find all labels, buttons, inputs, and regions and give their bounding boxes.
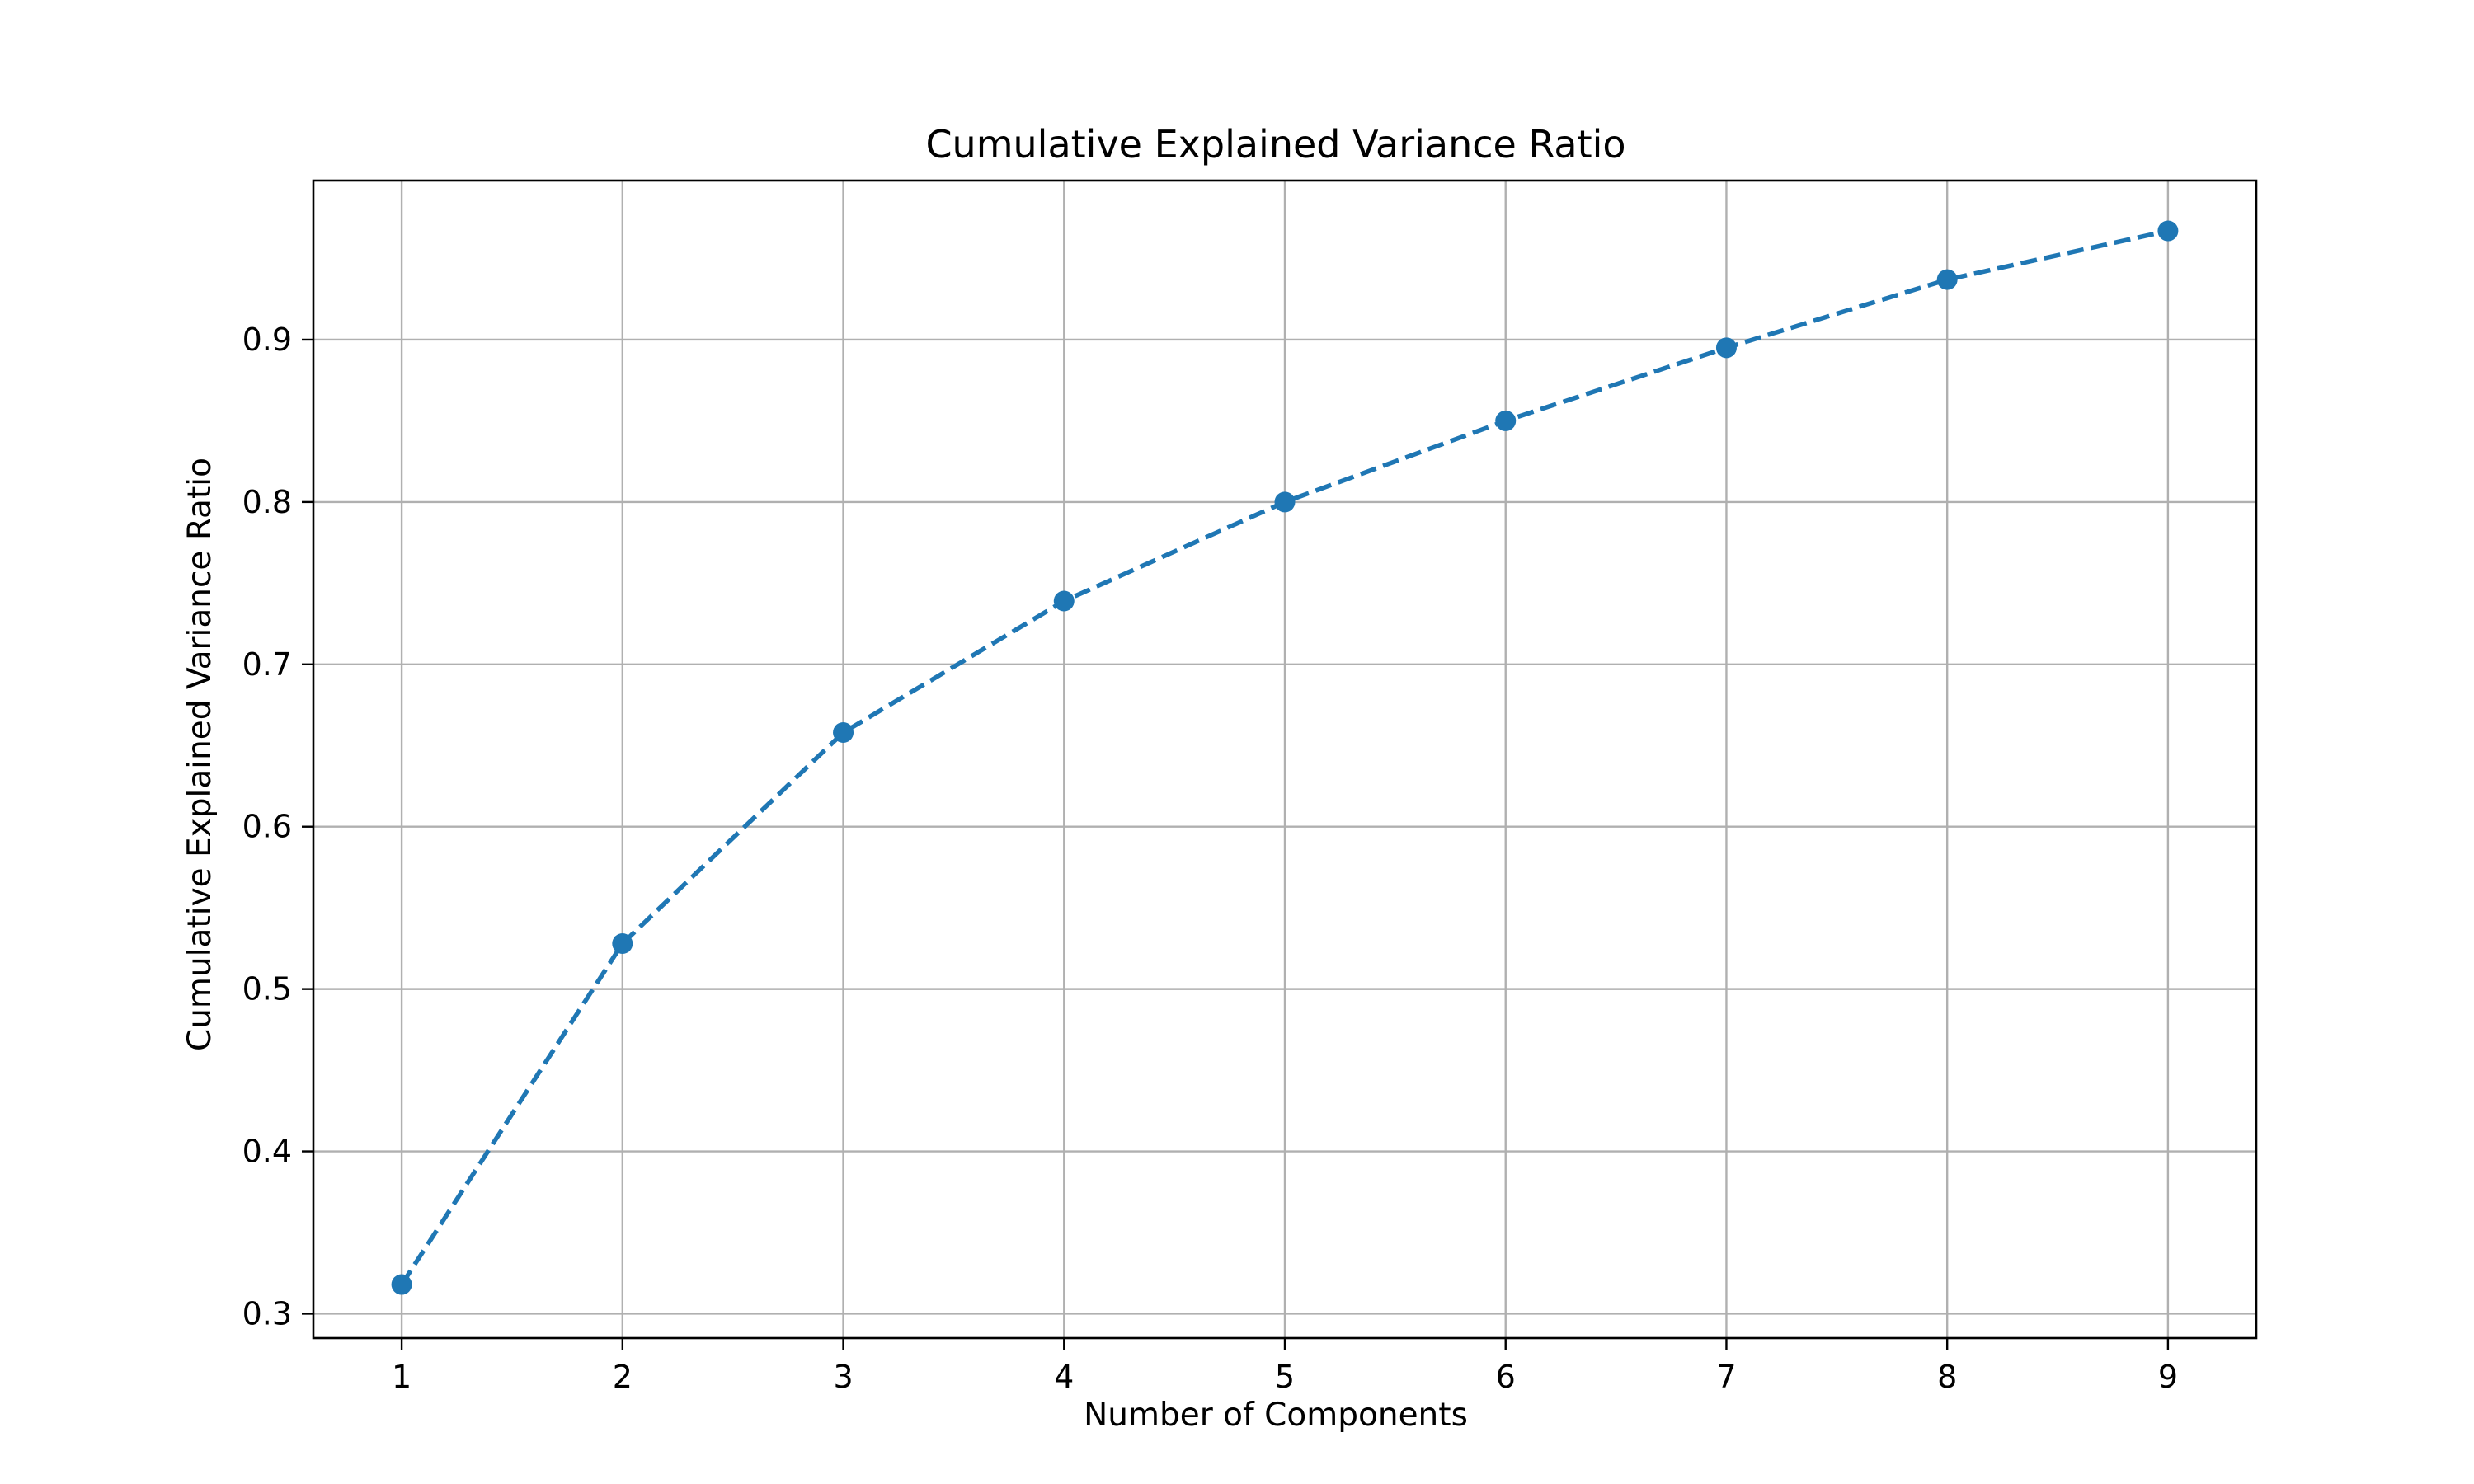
x-tick-label: 1 [392, 1359, 412, 1395]
data-point [1495, 410, 1517, 431]
y-tick-label: 0.5 [242, 971, 292, 1007]
x-tick-label: 9 [2158, 1359, 2178, 1395]
chart-title: Cumulative Explained Variance Ratio [925, 122, 1625, 167]
data-point [1274, 491, 1296, 513]
x-tick-label: 6 [1496, 1359, 1516, 1395]
x-tick-label: 3 [833, 1359, 853, 1395]
y-tick-label: 0.7 [242, 646, 292, 683]
x-tick-label: 7 [1716, 1359, 1736, 1395]
series [391, 220, 2179, 1295]
data-point [1715, 337, 1737, 359]
grid [313, 181, 2256, 1338]
y-tick-label: 0.6 [242, 809, 292, 845]
data-point [2157, 220, 2179, 242]
x-axis-label: Number of Components [1084, 1397, 1468, 1434]
data-point [391, 1274, 412, 1295]
x-tick-label: 4 [1054, 1359, 1074, 1395]
y-axis-label: Cumulative Explained Variance Ratio [181, 458, 219, 1051]
y-tick-label: 0.9 [242, 322, 292, 358]
data-point [612, 932, 633, 954]
data-point [1936, 269, 1958, 290]
data-point [1053, 590, 1075, 612]
y-tick-label: 0.4 [242, 1134, 292, 1170]
y-tick-label: 0.8 [242, 484, 292, 520]
x-tick-label: 5 [1275, 1359, 1295, 1395]
data-point [833, 722, 854, 744]
x-tick-label: 8 [1937, 1359, 1957, 1395]
ticks: 1 2 3 4 5 6 7 8 9 0.3 0.4 0.5 0.6 0.7 0.8 0.9 [242, 322, 2178, 1395]
x-tick-label: 2 [613, 1359, 633, 1395]
y-tick-label: 0.3 [242, 1295, 292, 1331]
